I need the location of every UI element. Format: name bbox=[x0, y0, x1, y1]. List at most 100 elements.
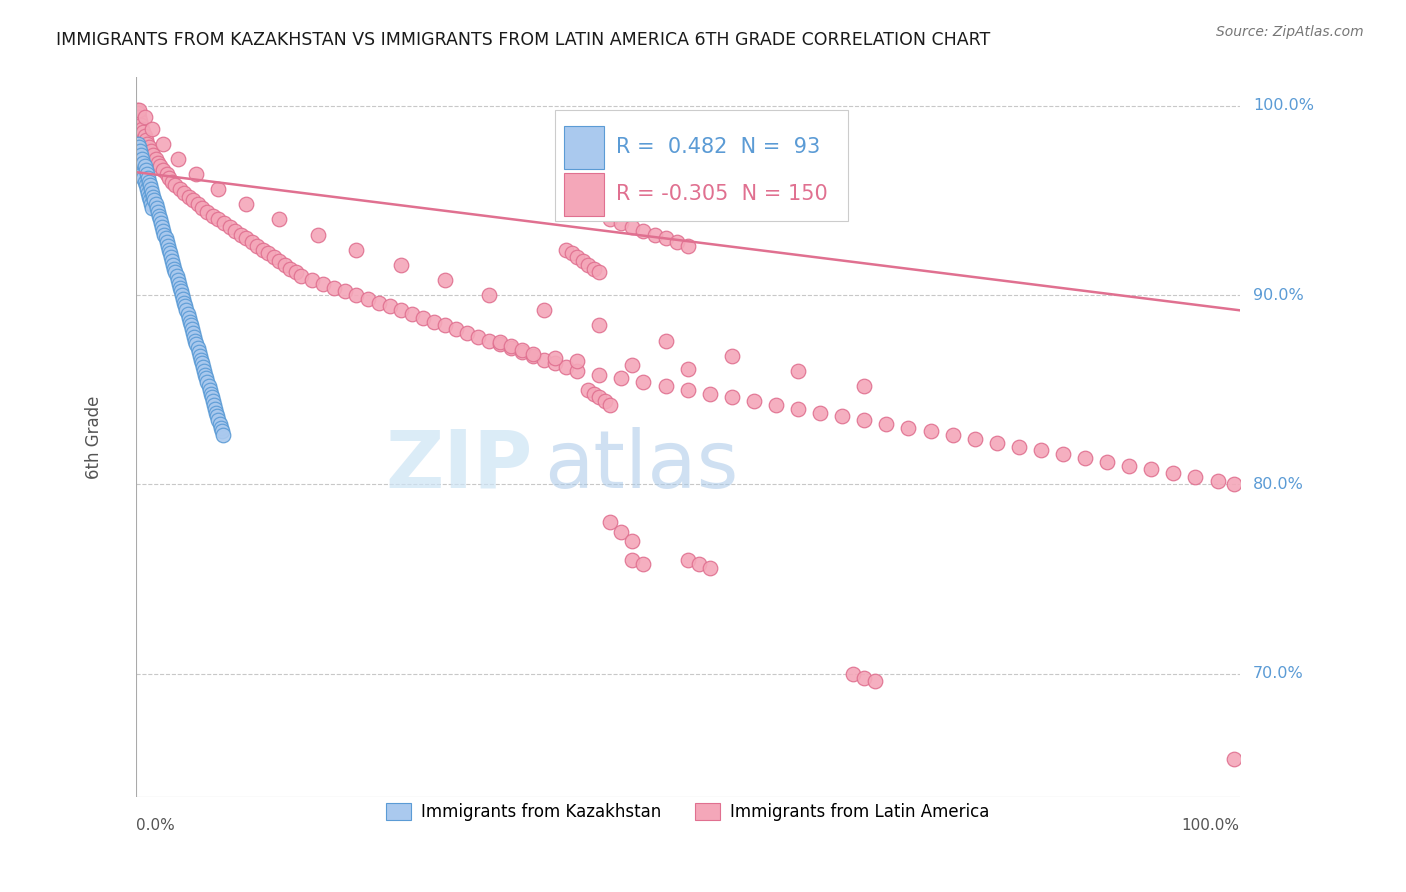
Point bbox=[169, 182, 191, 196]
Point bbox=[307, 227, 329, 242]
Point bbox=[142, 148, 165, 162]
Point bbox=[593, 394, 616, 409]
Point bbox=[157, 170, 180, 185]
Point bbox=[191, 201, 214, 215]
Point bbox=[478, 334, 501, 348]
Point bbox=[128, 110, 150, 124]
Point bbox=[135, 167, 157, 181]
Point bbox=[181, 322, 204, 336]
Point bbox=[346, 288, 368, 302]
Point bbox=[180, 318, 202, 333]
Point bbox=[187, 345, 209, 359]
Point bbox=[207, 409, 229, 424]
Point bbox=[141, 145, 163, 159]
Point bbox=[610, 216, 633, 230]
Point bbox=[165, 265, 187, 279]
Point bbox=[499, 341, 522, 355]
Point bbox=[920, 425, 942, 439]
Point bbox=[588, 265, 610, 279]
Point bbox=[159, 246, 181, 260]
Point bbox=[201, 390, 224, 404]
Point bbox=[235, 197, 257, 211]
Point bbox=[160, 250, 183, 264]
Point bbox=[160, 175, 183, 189]
Point bbox=[1206, 474, 1229, 488]
Point bbox=[131, 167, 153, 181]
Point bbox=[599, 212, 621, 227]
Point bbox=[1223, 477, 1246, 491]
Text: R = -0.305  N = 150: R = -0.305 N = 150 bbox=[616, 184, 828, 204]
Point bbox=[156, 239, 179, 253]
Point bbox=[1008, 440, 1031, 454]
Point bbox=[165, 178, 187, 193]
Point bbox=[139, 178, 162, 193]
Point bbox=[184, 334, 207, 348]
Point bbox=[198, 383, 221, 397]
Text: 6th Grade: 6th Grade bbox=[84, 395, 103, 479]
Point bbox=[169, 280, 191, 294]
Point bbox=[173, 186, 195, 200]
Point bbox=[986, 435, 1008, 450]
Point bbox=[205, 405, 228, 419]
Text: R =  0.482  N =  93: R = 0.482 N = 93 bbox=[616, 137, 820, 157]
Point bbox=[160, 254, 183, 268]
Point bbox=[433, 273, 456, 287]
Point bbox=[149, 212, 172, 227]
Point bbox=[1140, 462, 1163, 476]
Point bbox=[128, 155, 150, 169]
Point bbox=[240, 235, 263, 249]
Point bbox=[621, 534, 644, 549]
Point bbox=[423, 315, 446, 329]
Point bbox=[157, 243, 180, 257]
Point bbox=[132, 170, 155, 185]
Point bbox=[1095, 455, 1118, 469]
Point bbox=[654, 231, 676, 245]
Point bbox=[146, 155, 169, 169]
Point bbox=[127, 106, 149, 120]
Point bbox=[1163, 466, 1185, 480]
Point bbox=[742, 394, 765, 409]
Point bbox=[201, 394, 224, 409]
Point bbox=[150, 216, 173, 230]
Point bbox=[269, 254, 291, 268]
Point bbox=[176, 303, 198, 318]
Point bbox=[125, 146, 148, 161]
Point bbox=[162, 258, 184, 272]
Point bbox=[142, 190, 165, 204]
Point bbox=[152, 163, 174, 178]
Point bbox=[235, 231, 257, 245]
Point bbox=[269, 212, 291, 227]
Point bbox=[720, 349, 742, 363]
Point bbox=[134, 175, 156, 189]
Point bbox=[194, 368, 217, 382]
Point bbox=[665, 235, 688, 249]
Point bbox=[1052, 447, 1074, 461]
Point bbox=[128, 103, 150, 117]
Point bbox=[125, 103, 148, 117]
Point bbox=[145, 197, 167, 211]
Legend: Immigrants from Kazakhstan, Immigrants from Latin America: Immigrants from Kazakhstan, Immigrants f… bbox=[380, 797, 995, 828]
Point bbox=[401, 307, 423, 321]
Point bbox=[173, 295, 195, 310]
Point bbox=[621, 553, 644, 567]
Point bbox=[654, 379, 676, 393]
Point bbox=[166, 152, 188, 166]
Point bbox=[688, 557, 710, 571]
Point bbox=[853, 413, 876, 427]
Point bbox=[676, 383, 699, 397]
Point bbox=[576, 258, 599, 272]
Point bbox=[654, 334, 676, 348]
Point bbox=[389, 303, 412, 318]
Point bbox=[191, 360, 214, 375]
Point bbox=[177, 310, 200, 325]
Text: 70.0%: 70.0% bbox=[1253, 666, 1303, 681]
Point bbox=[533, 352, 555, 367]
Point bbox=[136, 186, 159, 200]
Text: 90.0%: 90.0% bbox=[1253, 287, 1303, 302]
Point bbox=[842, 666, 865, 681]
Point bbox=[522, 349, 544, 363]
Text: 80.0%: 80.0% bbox=[1253, 477, 1303, 492]
Point bbox=[284, 265, 307, 279]
Point bbox=[274, 258, 297, 272]
Point bbox=[456, 326, 478, 340]
